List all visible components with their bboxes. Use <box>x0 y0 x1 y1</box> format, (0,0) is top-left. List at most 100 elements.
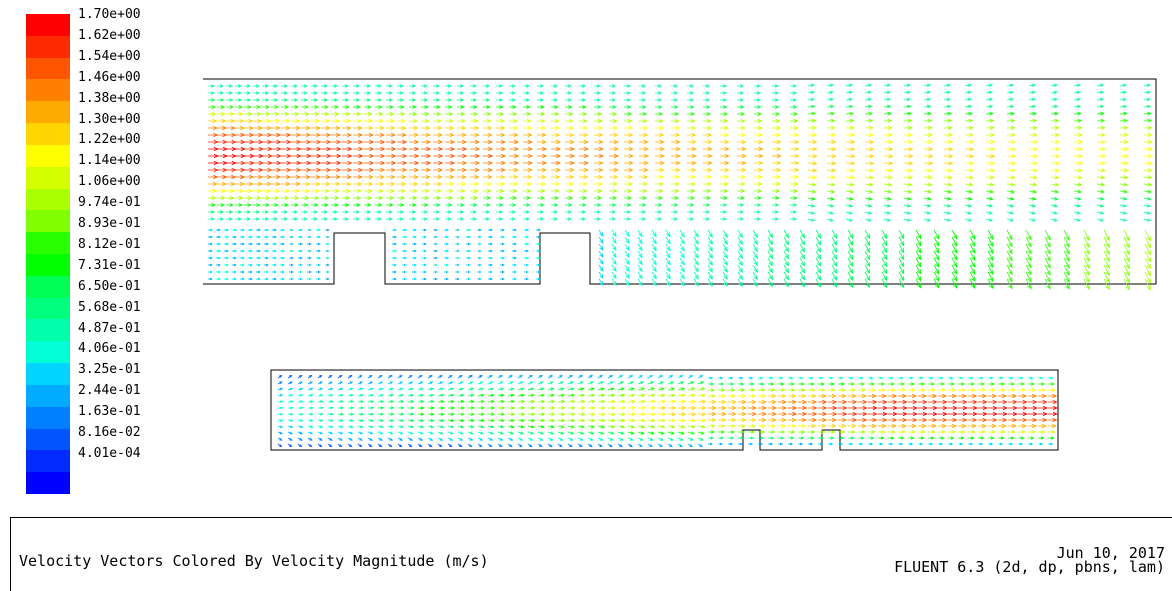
velocity-vector <box>772 126 780 130</box>
velocity-vector <box>548 413 555 416</box>
velocity-vector <box>846 119 854 122</box>
velocity-vector <box>217 133 226 137</box>
velocity-vector <box>226 133 235 137</box>
velocity-vector <box>386 196 393 199</box>
velocity-vector <box>808 133 816 137</box>
velocity-vector <box>402 250 406 252</box>
velocity-vector <box>908 383 914 386</box>
velocity-vector <box>253 99 259 102</box>
velocity-vector <box>438 388 443 390</box>
velocity-vector <box>599 244 603 250</box>
velocity-vector <box>944 218 950 221</box>
velocity-vector <box>1038 424 1046 428</box>
velocity-vector <box>288 407 293 409</box>
velocity-vector <box>331 161 341 165</box>
velocity-vector <box>778 388 785 391</box>
velocity-vector <box>1007 197 1014 200</box>
velocity-vector <box>208 168 218 172</box>
velocity-vector <box>428 419 434 422</box>
velocity-vector <box>288 419 293 421</box>
velocity-vector <box>778 406 786 410</box>
velocity-vector <box>618 382 623 384</box>
velocity-vector <box>698 382 703 384</box>
velocity-vector <box>884 161 893 165</box>
velocity-vector <box>655 147 664 151</box>
velocity-vector <box>638 258 642 264</box>
velocity-vector <box>1097 197 1104 200</box>
velocity-vector <box>386 154 396 158</box>
velocity-vector <box>478 388 483 390</box>
velocity-vector <box>754 218 760 221</box>
velocity-vector <box>818 443 822 445</box>
velocity-vector <box>378 432 383 434</box>
velocity-vector <box>508 444 512 447</box>
velocity-vector <box>483 196 490 199</box>
velocity-vector <box>421 211 427 214</box>
velocity-vector <box>968 406 977 410</box>
velocity-vector <box>878 443 882 445</box>
velocity-vector <box>565 133 574 137</box>
velocity-vector <box>358 419 363 421</box>
velocity-vector <box>537 92 543 95</box>
velocity-vector <box>353 126 362 130</box>
velocity-vector <box>388 407 394 409</box>
velocity-vector <box>965 98 971 101</box>
velocity-vector <box>758 383 764 386</box>
velocity-vector <box>408 400 414 403</box>
velocity-vector <box>703 154 712 158</box>
velocity-vector <box>537 161 546 165</box>
velocity-vector <box>445 154 454 158</box>
velocity-vector <box>445 211 451 214</box>
velocity-vector <box>468 394 474 397</box>
velocity-vector <box>509 189 517 193</box>
velocity-vector <box>523 105 530 108</box>
velocity-vector <box>548 444 552 447</box>
velocity-vector <box>598 444 602 447</box>
velocity-vector <box>208 133 217 137</box>
velocity-vector <box>1018 424 1026 428</box>
velocity-vector <box>538 394 544 397</box>
velocity-vector <box>827 140 835 144</box>
velocity-vector <box>790 126 798 130</box>
velocity-vector <box>466 236 470 238</box>
velocity-vector <box>687 189 695 192</box>
velocity-vector <box>397 92 403 95</box>
velocity-vector <box>671 211 677 214</box>
velocity-vector <box>624 182 632 186</box>
velocity-vector <box>551 133 560 137</box>
velocity-vector <box>311 85 317 88</box>
velocity-vector <box>325 271 329 273</box>
velocity-vector <box>338 382 342 384</box>
velocity-vector <box>652 230 656 237</box>
velocity-vector <box>470 204 477 207</box>
velocity-vector <box>421 85 427 88</box>
velocity-vector <box>271 119 279 123</box>
velocity-vector <box>658 419 665 422</box>
velocity-vector <box>208 257 212 259</box>
velocity-vector <box>668 412 675 415</box>
velocity-vector <box>235 99 241 102</box>
velocity-vector <box>698 444 702 447</box>
velocity-vector <box>938 430 945 433</box>
velocity-vector <box>524 236 528 238</box>
velocity-vector <box>1038 443 1042 445</box>
velocity-vector <box>240 250 244 252</box>
velocity-vector <box>308 388 312 390</box>
velocity-vector <box>832 265 837 273</box>
velocity-vector <box>858 412 867 416</box>
velocity-vector <box>289 264 293 266</box>
velocity-vector <box>289 271 293 273</box>
velocity-vector <box>748 443 752 445</box>
velocity-vector <box>281 92 287 95</box>
velocity-vector <box>671 85 677 88</box>
velocity-vector <box>738 383 744 386</box>
velocity-vector <box>368 394 373 396</box>
velocity-vector <box>1048 388 1055 391</box>
velocity-vector <box>708 383 714 385</box>
velocity-vector <box>240 236 244 238</box>
velocity-vector <box>938 437 944 440</box>
velocity-vector <box>579 147 588 151</box>
velocity-vector <box>1028 406 1037 410</box>
velocity-vector <box>498 413 504 416</box>
velocity-vector <box>628 375 632 378</box>
